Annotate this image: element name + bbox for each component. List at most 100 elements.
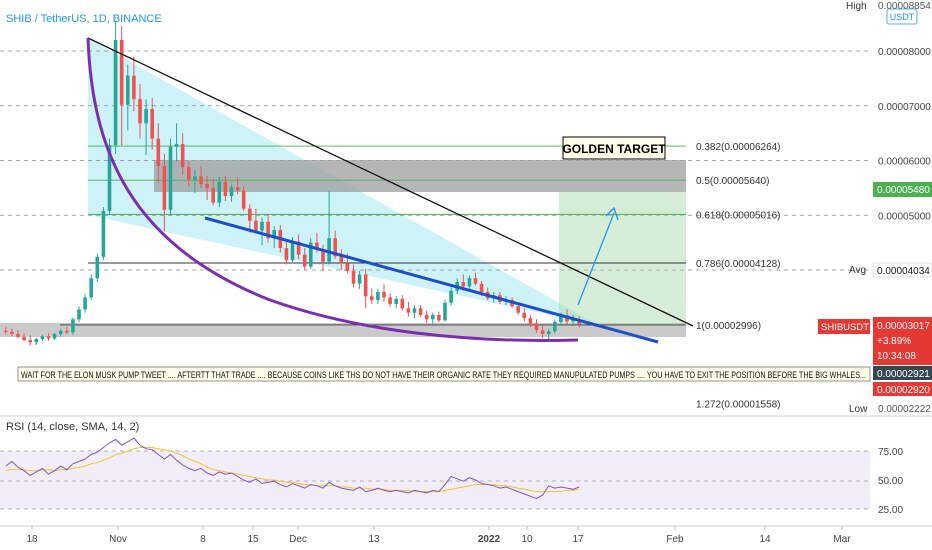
candle-body <box>217 181 222 203</box>
price-ticks: 0.00008000 0.00007000 0.00006000 0.00005000… <box>878 47 931 277</box>
time-axis[interactable]: 18 Nov 8 15 Dec 13 2022 10 17 Feb 14 Mar <box>26 526 851 545</box>
candle-body <box>205 184 209 188</box>
candle-body <box>119 40 124 105</box>
candle-body <box>540 330 545 335</box>
fib-label: 1(0.00002996) <box>696 321 761 332</box>
candle-body <box>83 297 87 310</box>
rsi-line <box>5 437 580 500</box>
symbol-badge-bg <box>818 319 870 334</box>
candle-body <box>65 330 69 333</box>
candle-body <box>162 165 167 210</box>
candle-body <box>406 308 411 313</box>
candle-body <box>382 291 386 298</box>
note-text: WAIT FOR THE ELON MUSK PUMP TWEET .... A… <box>21 370 866 380</box>
avg-badge: 0.00004034 <box>872 262 932 278</box>
price-axis[interactable]: 0.00008000 0.00007000 0.00006000 0.00005000… <box>818 1 932 415</box>
fib-label: 0.786(0.00004128) <box>696 259 781 270</box>
candle-body <box>193 176 197 180</box>
candle-body <box>77 309 81 320</box>
candle-body <box>449 290 453 303</box>
fib-lines <box>60 145 686 326</box>
support-zone <box>0 323 686 337</box>
candle-body <box>180 144 185 168</box>
candle-body <box>571 319 575 322</box>
candle-body <box>424 314 429 320</box>
candle-body <box>132 75 136 100</box>
low-label: Low <box>849 404 868 415</box>
candle-body <box>309 242 313 267</box>
purple-arc[interactable] <box>86 37 579 342</box>
candle-body <box>443 302 447 321</box>
rsi-ma-line <box>5 447 580 493</box>
candle-body <box>40 336 45 339</box>
top-value: 0.00008854 <box>878 1 931 12</box>
time-tick-label: 14 <box>759 534 771 545</box>
ask-badge-bg <box>873 382 932 396</box>
target-arrow-line[interactable] <box>577 212 615 306</box>
time-tick-label: 2022 <box>478 534 501 545</box>
bid-badge: 0.00002921 <box>873 366 932 380</box>
bar-countdown: 10:34:08 <box>877 351 916 362</box>
candle-body <box>528 318 533 324</box>
resistance-zone <box>154 160 686 192</box>
last-price-bg <box>873 317 932 365</box>
candle-body <box>473 278 478 284</box>
candle-body <box>10 331 14 335</box>
candle-body <box>223 181 228 197</box>
target-zone <box>559 192 686 325</box>
time-tick-label: Dec <box>289 534 307 545</box>
time-tick-label: 15 <box>247 534 259 545</box>
candle-body <box>199 176 203 185</box>
unit-badge[interactable]: USDT <box>886 8 918 25</box>
candle-body <box>400 299 405 309</box>
candle-body <box>546 331 551 335</box>
ask-badge: 0.00002920 <box>873 382 932 396</box>
candle-body <box>254 220 258 231</box>
avg-value: 0.00004034 <box>877 266 930 277</box>
candle-body <box>168 146 173 210</box>
level-badge: 0.00005480 <box>873 182 932 197</box>
unit-badge-label: USDT <box>890 12 915 22</box>
descending-trendline[interactable] <box>87 37 694 327</box>
candle-body <box>101 210 106 257</box>
target-arrow-head <box>605 206 619 221</box>
candle-body <box>58 330 63 335</box>
fib-label: 0.5(0.00005640) <box>696 176 769 187</box>
candle-body <box>431 314 435 320</box>
note-banner[interactable]: WAIT FOR THE ELON MUSK PUMP TWEET .... A… <box>17 366 871 382</box>
golden-target-box[interactable]: GOLDEN TARGET <box>562 136 666 160</box>
candle-body <box>150 109 154 139</box>
rsi-tick-label: 50.00 <box>878 476 903 487</box>
candle-body <box>71 319 75 333</box>
candle-body <box>302 254 307 267</box>
rsi-tick-label: 25.00 <box>878 505 903 516</box>
level-badge-label: 0.00005480 <box>877 185 930 196</box>
last-price-badge: 0.00003017 +3.89% 10:34:08 <box>873 317 932 365</box>
candle-body <box>363 274 368 297</box>
time-tick-label: 10 <box>521 534 533 545</box>
rsi-band <box>0 451 870 509</box>
bid-value: 0.00002921 <box>877 369 930 380</box>
candle-body <box>577 319 581 325</box>
candle-body <box>351 271 356 284</box>
chart-title: SHIB / TetherUS, 1D, BINANCE <box>6 13 162 25</box>
avg-label: Avg <box>849 265 866 276</box>
bid-badge-bg <box>873 366 932 380</box>
candle-body <box>522 312 527 319</box>
time-tick-label: Feb <box>666 534 684 545</box>
fib-label: 1.272(0.00001558) <box>696 400 781 411</box>
price-change: +3.89% <box>877 336 911 347</box>
candle-body <box>357 274 362 284</box>
avg-badge-bg <box>872 262 932 278</box>
candle-body <box>388 297 392 304</box>
rsi-axis[interactable]: 75.00 50.00 25.00 <box>878 447 903 516</box>
high-label: High <box>846 1 867 12</box>
candle-body <box>235 187 240 191</box>
candle-body <box>339 256 344 264</box>
price-tick-label: 0.00006000 <box>878 157 931 168</box>
fib-label: 0.382(0.00006264) <box>696 142 781 153</box>
candle-body <box>437 314 441 321</box>
channel-trendline[interactable] <box>204 216 659 344</box>
candle-body <box>479 283 484 292</box>
